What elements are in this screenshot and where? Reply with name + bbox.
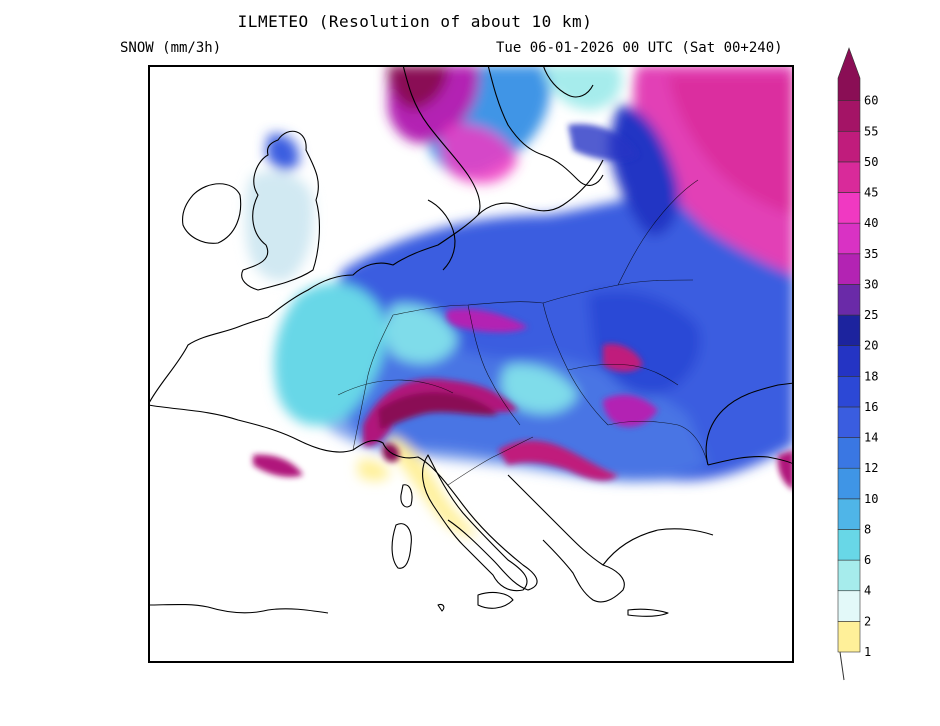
valid-time-label: Tue 06-01-2026 00 UTC (Sat 00+240) <box>496 40 783 56</box>
legend-label-20: 20 <box>864 339 878 353</box>
snowfall-map <box>148 65 794 663</box>
legend-swatch-18 <box>837 345 861 377</box>
legend-label-55: 55 <box>864 124 878 138</box>
legend-swatch-50 <box>837 130 861 163</box>
legend-swatch-6 <box>837 529 861 561</box>
legend-swatch-55 <box>837 100 861 132</box>
legend-label-40: 40 <box>864 216 878 230</box>
legend-swatch-16 <box>837 376 861 408</box>
legend-label-2: 2 <box>864 614 871 628</box>
legend-label-30: 30 <box>864 277 878 291</box>
legend-label-6: 6 <box>864 553 871 567</box>
legend-swatch-25 <box>837 284 861 316</box>
legend-swatch-40 <box>837 192 861 224</box>
coastlines <box>148 65 794 617</box>
legend-swatch-14 <box>837 406 861 438</box>
legend-swatch-10 <box>837 467 861 500</box>
legend-label-8: 8 <box>864 522 871 536</box>
map-frame <box>148 65 794 663</box>
legend-label-16: 16 <box>864 400 878 414</box>
snow-field <box>245 65 794 537</box>
legend-tail <box>839 651 845 681</box>
legend-label-12: 12 <box>864 461 878 475</box>
legend-label-4: 4 <box>864 584 871 598</box>
legend-label-10: 10 <box>864 492 878 506</box>
legend-swatch-2 <box>837 590 861 622</box>
legend-label-1: 1 <box>864 645 871 659</box>
legend-label-50: 50 <box>864 155 878 169</box>
legend-swatch-35 <box>837 222 861 255</box>
legend-swatch-12 <box>837 437 861 469</box>
legend-swatch-60 <box>837 47 861 101</box>
legend-label-14: 14 <box>864 431 878 445</box>
map-title: ILMETEO (Resolution of about 10 km) <box>237 12 593 31</box>
legend-swatch-20 <box>837 314 861 346</box>
legend-label-45: 45 <box>864 186 878 200</box>
variable-label: SNOW (mm/3h) <box>120 40 222 56</box>
legend-swatch-4 <box>837 559 861 592</box>
country-borders <box>337 179 709 486</box>
legend-label-18: 18 <box>864 369 878 383</box>
legend-label-35: 35 <box>864 247 878 261</box>
legend-label-60: 60 <box>864 94 878 108</box>
legend-label-25: 25 <box>864 308 878 322</box>
legend-swatch-45 <box>837 161 861 193</box>
legend-swatch-1 <box>837 621 861 653</box>
legend-swatch-30 <box>837 253 861 285</box>
legend-swatch-8 <box>837 498 861 530</box>
